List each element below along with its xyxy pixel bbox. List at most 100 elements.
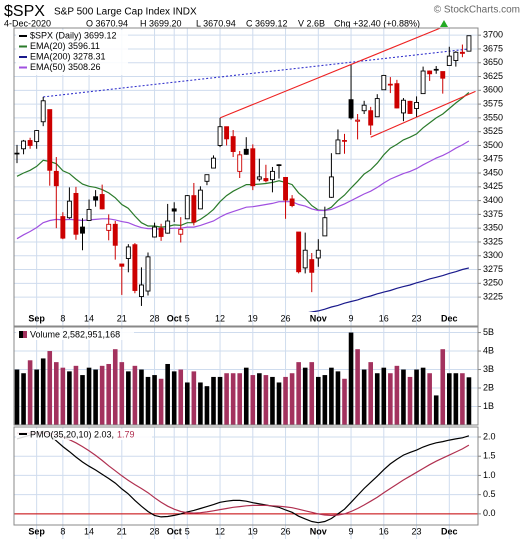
volume-bar [112,349,118,425]
candle-body [270,170,275,181]
volume-bar [388,373,393,425]
candle-body [184,195,190,220]
candle-body [368,110,374,126]
volume-bar [381,367,387,425]
trend-line [219,28,442,119]
candle-body [237,154,243,172]
legend-label: EMA(20) 3596.11 [30,41,100,51]
x-tick-label: Dec [441,526,458,536]
y-tick-label: 3275 [483,264,503,274]
candle-body [230,136,236,152]
legend-swatch [19,331,23,338]
x-tick-label: Nov [310,526,327,536]
x-tick-label: 14 [84,526,94,536]
y-tick-label: 3700 [483,30,503,40]
candle-body [191,195,197,223]
candle-body [466,35,472,52]
volume-bar [80,375,85,425]
y-tick-label: 1.0 [483,470,496,480]
trend-line [43,48,470,98]
y-tick-label: 2B [483,382,494,392]
candle-body [145,256,151,292]
candle-body [289,198,295,207]
candle-body [47,109,53,171]
candle-body [355,119,361,122]
volume-bar [460,373,465,425]
legend-box [16,429,152,440]
candle-body [381,74,387,91]
x-tick-label: 5 [185,526,190,536]
candle-body [21,140,26,150]
y-tick-label: 2.0 [483,431,496,441]
volume-bar [289,373,295,425]
y-tick-label: 3575 [483,98,503,108]
quote-high: H 3699.20 [140,18,182,28]
volume-bar [309,362,315,425]
pmo-legend: PMO(35,20,10) 2.03, [30,429,114,439]
candle-body [106,223,112,231]
volume-bar [407,376,413,425]
volume-bar [54,362,59,425]
candle-body [99,194,105,210]
volume-bar [322,375,328,425]
candle-body [322,217,328,237]
volume-bar [204,386,210,425]
volume-bar [368,362,373,425]
candle-body [328,176,334,198]
y-tick-label: 3325 [483,236,503,246]
y-tick-label: 3250 [483,278,503,288]
y-tick-label: 0.5 [483,489,496,499]
x-tick-label: 16 [379,313,389,323]
volume-bar [276,382,282,425]
legend-box [16,329,134,340]
candle-body [420,70,426,95]
candle-body [171,208,177,212]
x-tick-label: Sep [28,526,45,536]
x-tick-label: Oct [167,526,182,536]
candle-body [40,100,46,123]
x-tick-label: Nov [310,313,327,323]
volume-bar [73,365,79,425]
volume-bar [296,362,301,425]
candle-body [276,164,282,167]
volume-bar [348,332,354,425]
x-tick-label: 12 [215,526,225,536]
candle-body [60,216,66,239]
volume-bar [67,371,72,425]
legend-label: EMA(200) 3278.31 [30,51,106,61]
volume-bar [270,376,275,425]
volume-bar [178,369,184,425]
x-tick-label: 14 [84,313,94,323]
x-tick-label: 21 [117,526,127,536]
candle-body [302,249,308,269]
y-tick-label: 3475 [483,154,503,164]
volume-bar [27,360,33,425]
volume-bar [447,373,452,425]
ema-line [16,92,470,228]
volume-bar [316,376,321,425]
plot-area [14,332,472,425]
volume-bar [283,376,288,425]
volume-bar [191,371,197,425]
x-tick-label: 19 [248,313,258,323]
volume-bar [302,367,308,425]
candle-body [401,99,406,114]
quote-change: Chg +32.40 (+0.88%) [334,18,420,28]
y-tick-label: 3400 [483,195,503,205]
volume-bar [414,369,419,425]
volume-bar [139,369,144,425]
price-panel [14,28,478,326]
x-tick-label: 9 [349,526,354,536]
candle-body [138,284,144,298]
x-tick-label: Oct [167,313,182,323]
candle-body [433,68,439,71]
pmo-line [17,432,470,517]
ema-line [16,140,470,240]
candle-body [152,226,158,238]
volume-bar [263,375,269,425]
candle-body [446,55,452,66]
trend-line [370,90,476,138]
x-tick-label: Dec [441,313,458,323]
volume-frame [13,326,479,426]
volume-bar [230,373,236,425]
